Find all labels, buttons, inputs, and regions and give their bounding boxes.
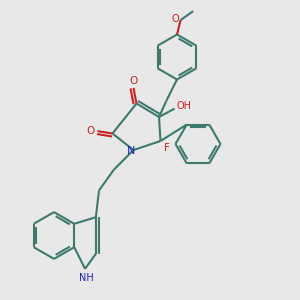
Text: O: O: [129, 76, 138, 86]
Text: F: F: [164, 142, 169, 153]
Text: OH: OH: [177, 101, 192, 111]
Text: N: N: [127, 146, 135, 156]
Text: O: O: [87, 126, 95, 136]
Text: O: O: [171, 14, 179, 24]
Text: NH: NH: [79, 273, 94, 283]
